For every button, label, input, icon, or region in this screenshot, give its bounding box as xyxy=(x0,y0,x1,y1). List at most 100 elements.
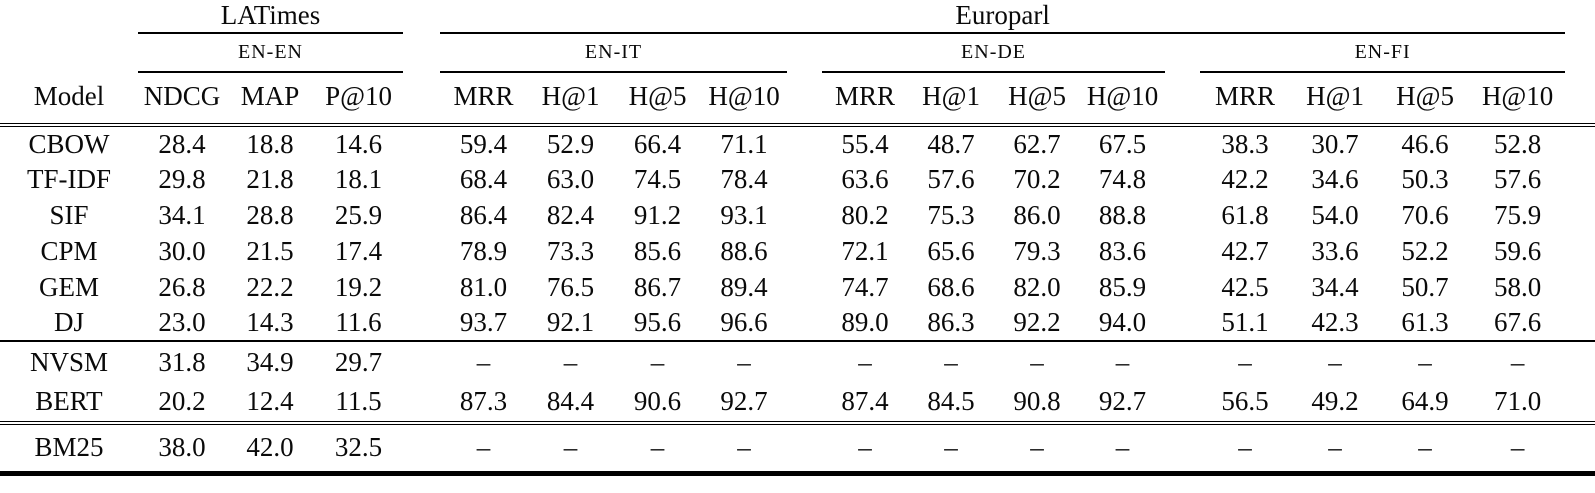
value-cell: 14.6 xyxy=(334,128,383,159)
metric-header-ndcg: NDCG xyxy=(138,72,226,127)
value-cell: 18.8 xyxy=(246,128,294,159)
metric-header-h1-ende: H@1 xyxy=(908,72,995,127)
value-cell: – xyxy=(1470,421,1566,473)
value-cell: 86.7 xyxy=(633,271,682,302)
metric-header-h10-enit: H@10 xyxy=(701,72,788,127)
value-cell: 56.5 xyxy=(1221,386,1269,416)
value-cell: 65.6 xyxy=(927,235,975,266)
model-name-cell: DJ xyxy=(53,307,84,337)
metric-header-row: Model NDCG MAP P@10 MRR H@1 H@5 H@10 MRR… xyxy=(0,72,1595,127)
value-cell: 70.6 xyxy=(1401,199,1449,230)
column-gap xyxy=(787,421,823,473)
value-cell: 57.6 xyxy=(1494,163,1542,194)
column-gap xyxy=(403,0,440,33)
value-cell: 73.3 xyxy=(546,235,595,266)
value-cell: 83.6 xyxy=(1098,235,1147,266)
model-name-cell: NVSM xyxy=(0,340,138,382)
metric-header-h10-ende: H@10 xyxy=(1080,72,1166,127)
metric-header-h5-ende: H@5 xyxy=(994,72,1081,127)
value-cell: 94.0 xyxy=(1098,307,1147,337)
edge-spacer xyxy=(1565,125,1595,161)
value-cell: 23.0 xyxy=(158,307,206,337)
column-gap xyxy=(1165,233,1200,269)
dataset-header-latimes: LATimes xyxy=(138,0,404,34)
edge-spacer xyxy=(1565,233,1595,269)
value-cell: 28.4 xyxy=(158,128,206,159)
model-name-cell: TF-IDF xyxy=(26,163,111,194)
value-cell: 67.6 xyxy=(1494,307,1542,337)
value-cell: 21.8 xyxy=(246,163,294,194)
value-cell: 75.9 xyxy=(1494,199,1542,230)
model-column-header: Model xyxy=(0,72,138,127)
column-gap xyxy=(403,161,440,197)
column-gap xyxy=(403,340,441,382)
value-cell: 48.7 xyxy=(927,128,975,159)
value-cell: 42.3 xyxy=(1311,307,1359,337)
value-cell: 11.6 xyxy=(335,307,382,337)
value-cell: 28.8 xyxy=(246,199,294,230)
value-cell: 95.6 xyxy=(633,307,682,337)
value-cell: 42.0 xyxy=(226,421,314,473)
column-gap xyxy=(403,269,440,305)
value-cell: – xyxy=(527,340,615,382)
edge-spacer xyxy=(1565,0,1595,33)
value-cell: – xyxy=(1080,340,1166,382)
value-cell: 29.8 xyxy=(158,163,206,194)
value-cell: 78.9 xyxy=(459,235,508,266)
value-cell: 82.4 xyxy=(546,199,595,230)
model-name-cell: BERT xyxy=(35,386,103,416)
value-cell: – xyxy=(527,421,615,473)
edge-spacer xyxy=(1565,161,1595,197)
value-cell: 14.3 xyxy=(246,307,294,337)
metric-header-h5-enit: H@5 xyxy=(614,72,702,127)
value-cell: 74.5 xyxy=(633,163,682,194)
value-cell: 71.0 xyxy=(1494,386,1542,416)
column-gap xyxy=(403,233,440,269)
value-cell: 21.5 xyxy=(246,235,294,266)
edge-spacer xyxy=(1565,382,1595,423)
table-row-cbow: CBOW 28.4 18.8 14.6 59.4 52.9 66.4 71.1 55.4 48.7… xyxy=(0,125,1595,161)
value-cell: – xyxy=(908,340,995,382)
value-cell: 42.7 xyxy=(1221,235,1269,266)
column-gap xyxy=(787,125,822,161)
value-cell: 90.8 xyxy=(1013,386,1061,416)
value-cell: 30.0 xyxy=(158,235,206,266)
value-cell: 93.7 xyxy=(459,307,508,337)
value-cell: 55.4 xyxy=(841,128,889,159)
value-cell: 26.8 xyxy=(158,271,206,302)
value-cell: 67.5 xyxy=(1098,128,1147,159)
value-cell: 62.7 xyxy=(1013,128,1061,159)
metric-header-h1-enfi: H@1 xyxy=(1290,72,1381,127)
column-gap xyxy=(787,382,822,423)
metric-header-p10: P@10 xyxy=(314,72,404,127)
column-gap xyxy=(1165,421,1201,473)
edge-spacer xyxy=(1565,340,1595,382)
pair-header-en-it: EN-IT xyxy=(440,33,788,73)
value-cell: 86.3 xyxy=(927,307,975,337)
value-cell: 34.9 xyxy=(226,340,314,382)
value-cell: 30.7 xyxy=(1311,128,1359,159)
value-cell: 85.9 xyxy=(1098,271,1147,302)
table-row-sif: SIF 34.1 28.8 25.9 86.4 82.4 91.2 93.1 80.2 75.3 8… xyxy=(0,197,1595,233)
value-cell: 25.9 xyxy=(334,199,383,230)
value-cell: – xyxy=(701,340,788,382)
pair-header-en-fi: EN-FI xyxy=(1200,33,1566,73)
value-cell: 76.5 xyxy=(546,271,595,302)
value-cell: 88.8 xyxy=(1098,199,1147,230)
column-gap xyxy=(1165,161,1200,197)
value-cell: 38.3 xyxy=(1221,128,1269,159)
value-cell: 78.4 xyxy=(720,163,768,194)
edge-spacer xyxy=(1565,421,1595,473)
value-cell: 31.8 xyxy=(138,340,226,382)
value-cell: – xyxy=(1200,340,1291,382)
value-cell: 80.2 xyxy=(841,199,889,230)
value-cell: 71.1 xyxy=(720,128,768,159)
column-gap xyxy=(403,197,440,233)
column-gap xyxy=(1165,33,1200,72)
value-cell: 34.4 xyxy=(1311,271,1359,302)
metric-header-h1-enit: H@1 xyxy=(527,72,615,127)
value-cell: 72.1 xyxy=(841,235,889,266)
metric-header-h5-enfi: H@5 xyxy=(1380,72,1471,127)
column-gap xyxy=(403,33,440,72)
column-gap xyxy=(1165,382,1200,423)
